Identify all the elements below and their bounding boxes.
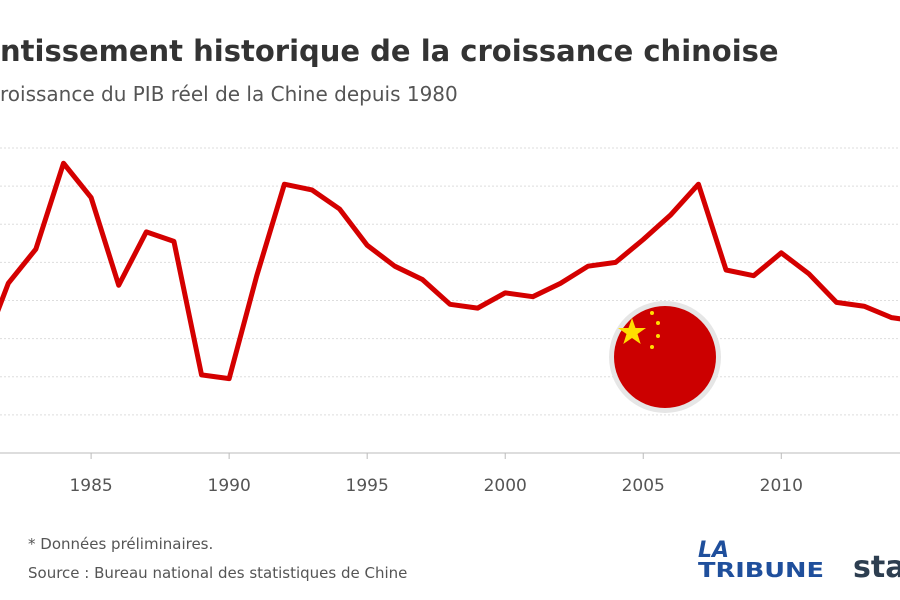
x-tick-label: 1990 — [208, 476, 251, 496]
flag-star — [618, 318, 646, 344]
source: Source : Bureau national des statistique… — [28, 564, 407, 582]
x-tick-label: 2005 — [622, 476, 665, 496]
logo-tribune-top[interactable]: LA — [698, 538, 729, 563]
chart-title: ntissement historique de la croissance c… — [0, 34, 779, 68]
flag-star — [650, 311, 654, 315]
chart-subtitle: roissance du PIB réel de la Chine depuis… — [0, 82, 458, 106]
flag — [609, 301, 721, 413]
logo-tribune-bottom[interactable]: TRIBUNE — [698, 558, 824, 582]
flag-star — [656, 334, 660, 338]
flag-star — [656, 321, 660, 325]
x-tick-label: 2000 — [484, 476, 527, 496]
logo-statista[interactable]: sta — [853, 550, 900, 585]
flag-star — [650, 345, 654, 349]
grid: 1985 1990 1995 2000 2005 2010 — [0, 147, 900, 496]
flag-disc — [614, 306, 716, 408]
plot — [0, 160, 900, 382]
x-tick-label: 1985 — [69, 476, 112, 496]
data-line — [0, 160, 900, 382]
x-tick-label: 2010 — [760, 476, 803, 496]
x-tick-label: 1995 — [346, 476, 389, 496]
note: * Données préliminaires. — [28, 535, 213, 553]
